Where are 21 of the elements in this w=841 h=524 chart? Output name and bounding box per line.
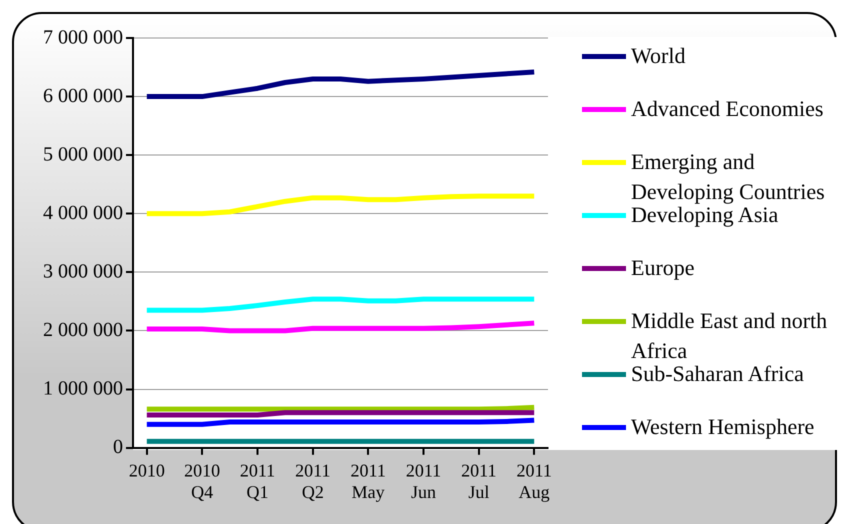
x-tick-label: 2011 May xyxy=(350,460,386,502)
x-tick-label: 2011 Aug xyxy=(516,460,552,502)
legend-label: Europe xyxy=(631,254,696,282)
y-tick-label: 1 000 000 xyxy=(43,378,123,400)
legend-label: World xyxy=(631,42,686,70)
y-tick-label: 7 000 000 xyxy=(43,26,123,48)
legend-label: Advanced Economies xyxy=(631,95,824,123)
y-tick-label: 0 xyxy=(113,436,123,458)
x-tick-label: 2011 Q2 xyxy=(295,460,331,502)
y-tick-label: 4 000 000 xyxy=(43,202,123,224)
x-tick-label: 2011 Jul xyxy=(461,460,497,502)
legend-label: Emerging and Developing Countries xyxy=(631,148,826,206)
x-tick-label: 2010 xyxy=(128,460,165,480)
x-tick-label: 2010 Q4 xyxy=(184,460,220,502)
y-tick-label: 3 000 000 xyxy=(43,260,123,282)
y-tick-label: 2 000 000 xyxy=(43,318,123,341)
y-tick-label: 6 000 000 xyxy=(43,84,123,107)
x-tick-label: 2011 Jun xyxy=(406,460,442,502)
x-tick-label: 2011 Q1 xyxy=(240,460,276,502)
legend-label: Western Hemisphere xyxy=(631,413,816,441)
y-tick-label: 5 000 000 xyxy=(43,143,123,166)
